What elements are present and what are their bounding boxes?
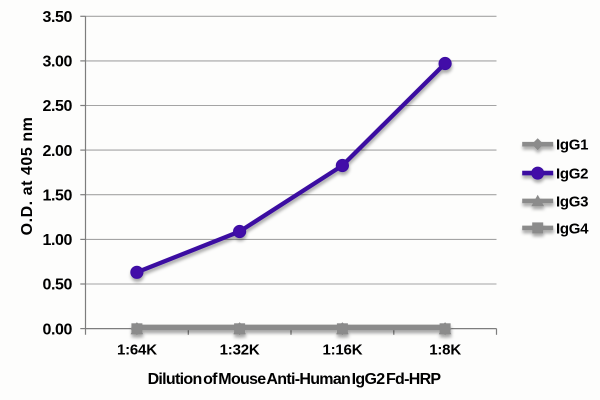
svg-text:IgG1: IgG1 <box>556 137 588 154</box>
svg-text:IgG2: IgG2 <box>556 166 588 183</box>
svg-text:IgG4: IgG4 <box>556 220 589 237</box>
svg-text:3.00: 3.00 <box>42 54 72 71</box>
svg-text:1:16K: 1:16K <box>322 342 362 359</box>
svg-text:1.50: 1.50 <box>42 187 72 204</box>
svg-text:1.00: 1.00 <box>42 232 72 249</box>
svg-text:2.50: 2.50 <box>42 98 72 115</box>
svg-text:0.50: 0.50 <box>42 277 72 294</box>
svg-text:0.00: 0.00 <box>42 321 72 338</box>
svg-text:2.00: 2.00 <box>42 143 72 160</box>
svg-text:1:8K: 1:8K <box>429 342 461 359</box>
svg-text:1:64K: 1:64K <box>117 342 157 359</box>
svg-text:Dilution of Mouse Anti-Human I: Dilution of Mouse Anti-Human IgG2 Fd-HRP <box>148 371 442 388</box>
svg-text:O.D. at 405 nm: O.D. at 405 nm <box>19 117 36 236</box>
svg-text:IgG3: IgG3 <box>556 193 588 210</box>
svg-text:1:32K: 1:32K <box>220 342 260 359</box>
svg-text:3.50: 3.50 <box>42 9 72 26</box>
